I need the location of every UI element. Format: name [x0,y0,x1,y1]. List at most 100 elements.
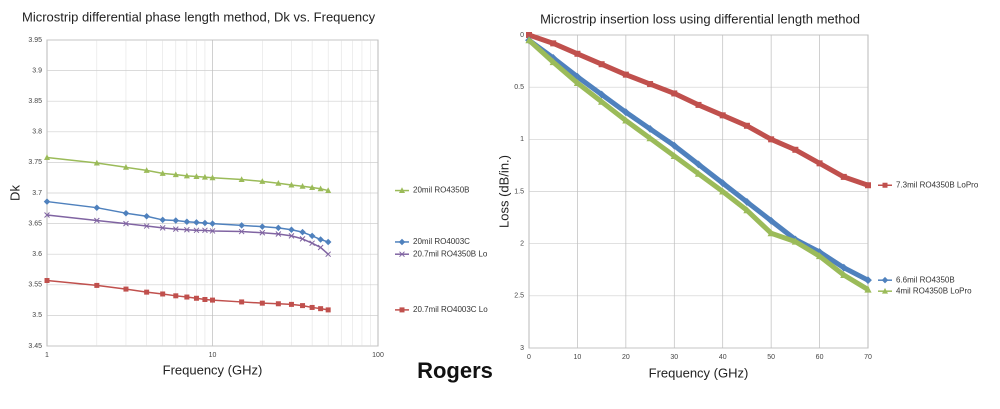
x-tick-label: 20 [622,354,630,361]
x-tick-label: 1 [45,352,49,359]
y-tick-label: 3.7 [32,190,42,197]
marker [183,172,190,179]
legend-label: 20.7mil RO4003C Lo [413,305,488,314]
y-axis-label: Loss (dB/in.) [496,155,511,228]
marker [193,173,200,179]
marker [275,231,282,237]
marker [94,282,100,288]
marker [598,61,605,68]
marker [275,224,282,232]
marker [201,219,209,227]
marker [259,300,265,306]
y-tick-label: 1 [520,136,524,143]
legend-label: 20mil RO4350B [413,186,469,195]
marker [159,170,166,176]
x-tick-label: 0 [527,354,531,361]
marker [719,112,726,119]
y-tick-label: 3.55 [28,282,42,289]
y-tick-label: 3 [520,345,524,352]
marker [574,50,581,57]
marker [122,209,130,217]
marker [325,251,332,258]
marker [695,101,702,108]
marker [93,204,101,211]
marker [44,278,50,284]
marker [864,276,872,285]
marker [172,217,180,224]
marker [399,187,405,194]
marker [210,297,215,303]
marker [123,220,129,227]
marker [881,276,889,284]
marker [309,184,316,190]
y-tick-label: 3.6 [32,251,42,258]
marker [183,218,191,226]
marker [259,223,266,230]
marker [143,223,150,229]
marker [399,251,405,258]
y-tick-label: 0 [520,32,524,39]
marker [743,198,751,206]
marker [864,285,872,293]
marker [44,154,50,161]
marker [882,287,888,294]
marker [122,164,129,170]
marker [791,237,799,245]
marker [398,238,406,246]
marker [324,238,332,246]
marker [299,228,306,236]
y-tick-label: 3.75 [28,159,42,166]
marker [143,213,150,220]
marker [840,173,847,180]
marker [299,183,306,189]
marker [275,301,281,307]
marker [184,294,190,300]
marker [173,293,179,299]
marker [792,146,799,153]
marker [325,187,332,194]
marker [670,152,678,160]
marker [259,229,266,236]
marker [840,271,848,278]
marker [193,219,200,226]
marker [621,108,630,117]
marker [768,136,775,143]
x-tick-label: 100 [372,352,384,359]
chart-title: Microstrip insertion loss using differen… [540,11,860,26]
marker [309,240,315,247]
marker [288,181,295,188]
legend-label: 4mil RO4350B LoPro [896,286,972,295]
marker [259,178,266,184]
marker [597,90,606,99]
marker [308,232,316,240]
legend-label: 6.6mil RO4350B [896,275,955,284]
marker [718,179,727,188]
y-tick-label: 3.9 [32,67,42,74]
marker [184,226,190,233]
marker [882,182,888,188]
marker [209,228,216,234]
x-tick-label: 10 [209,352,217,359]
marker [399,307,405,313]
marker [743,206,751,214]
marker [865,182,871,189]
marker [526,32,532,38]
marker [93,217,100,224]
marker [239,299,245,305]
marker [209,220,216,227]
marker [309,304,315,310]
marker [172,226,179,232]
marker [767,216,776,225]
legend-label: 20mil RO4003C [413,237,470,246]
marker [159,225,166,231]
x-tick-label: 60 [816,354,824,361]
legend-label: 7.3mil RO4350B LoPro [896,180,979,189]
marker [694,160,703,169]
marker [123,286,129,292]
marker [317,185,324,192]
marker [238,222,245,229]
marker [325,307,331,313]
marker [622,116,630,124]
marker [143,167,150,173]
